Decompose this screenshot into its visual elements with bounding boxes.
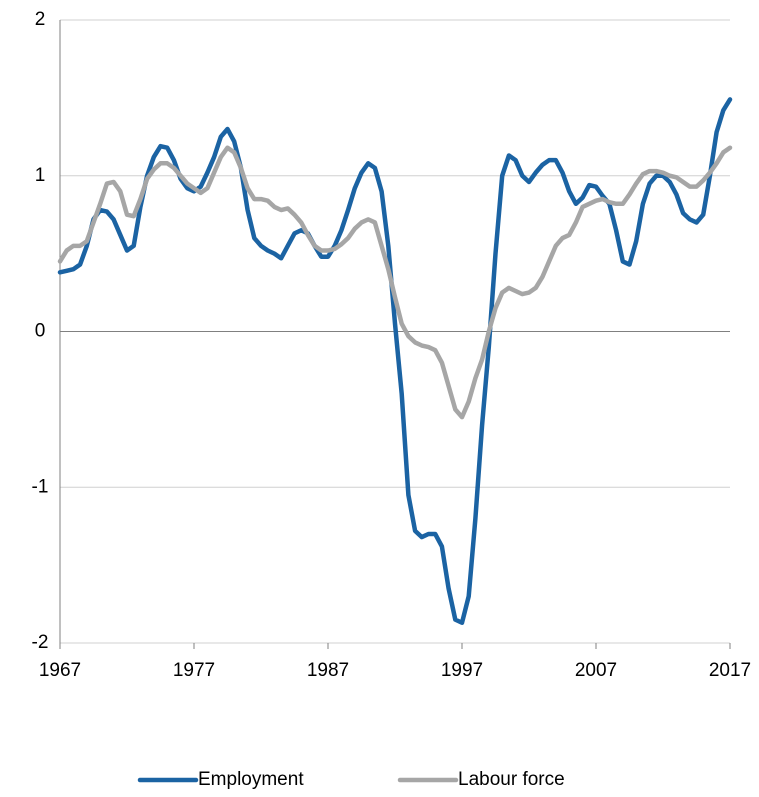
x-tick-label: 1987 xyxy=(307,660,349,681)
legend-label: Employment xyxy=(198,769,304,790)
y-tick-label: 1 xyxy=(35,165,46,186)
x-tick-label: 1997 xyxy=(441,660,483,681)
series-line xyxy=(57,145,733,420)
x-tick-label: 2007 xyxy=(575,660,617,681)
x-tick-label: 1977 xyxy=(173,660,215,681)
series-line xyxy=(57,97,733,625)
x-tick-label: 1967 xyxy=(39,660,81,681)
y-tick-label: 2 xyxy=(35,9,46,30)
y-tick-label: -2 xyxy=(32,632,49,653)
y-tick-label: 0 xyxy=(35,321,46,342)
x-tick-label: 2017 xyxy=(709,660,751,681)
y-tick-label: -1 xyxy=(32,476,49,497)
legend-label: Labour force xyxy=(458,769,565,790)
